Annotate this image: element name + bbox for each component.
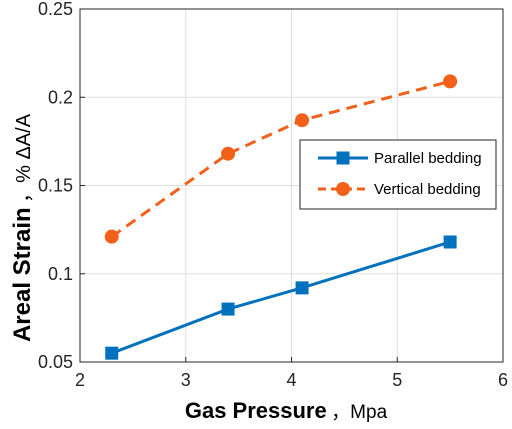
data-point-vertical-bedding — [443, 74, 458, 89]
x-tick-label: 5 — [392, 370, 402, 390]
y-axis-label: Areal Strain ，% ΔA/A — [9, 113, 36, 342]
x-axis-ticks: 2 3 4 5 6 — [75, 357, 508, 390]
data-point-parallel-bedding — [105, 346, 119, 360]
y-tick-label: 0.2 — [48, 87, 73, 107]
series-line-parallel-bedding — [111, 240, 451, 355]
x-tick-label: 3 — [181, 370, 191, 390]
legend: Parallel bedding Vertical bedding — [299, 139, 497, 210]
series-layer — [104, 74, 458, 360]
x-axis-label: Gas Pressure ，Mpa — [185, 398, 388, 423]
legend-marker-vertical-bedding — [336, 182, 350, 196]
data-point-vertical-bedding — [295, 113, 310, 128]
x-tick-label: 6 — [498, 370, 508, 390]
legend-box — [299, 139, 497, 210]
data-point-vertical-bedding — [221, 146, 236, 161]
data-point-parallel-bedding — [443, 235, 457, 249]
y-tick-label: 0.15 — [38, 176, 73, 196]
data-point-parallel-bedding — [221, 302, 235, 316]
legend-label-parallel-bedding: Parallel bedding — [374, 150, 482, 167]
x-axis-label-main: Gas Pressure — [185, 398, 327, 423]
x-axis-label-unit: ，Mpa — [331, 402, 387, 423]
data-point-parallel-bedding — [295, 281, 309, 295]
y-tick-label: 0.1 — [48, 264, 73, 284]
x-tick-label: 4 — [286, 370, 296, 390]
y-axis-label-unit: ，% ΔA/A — [13, 113, 35, 203]
legend-label-vertical-bedding: Vertical bedding — [374, 181, 481, 198]
data-point-vertical-bedding — [104, 229, 119, 244]
series-line-vertical-bedding — [110, 79, 451, 238]
legend-marker-parallel-bedding — [336, 151, 350, 165]
y-tick-label: 0.05 — [38, 352, 73, 372]
y-axis-ticks: 0.05 0.1 0.15 0.2 0.25 — [38, 0, 85, 372]
y-tick-label: 0.25 — [38, 0, 73, 19]
y-axis-label-main: Areal Strain — [9, 207, 36, 342]
x-tick-label: 2 — [75, 370, 85, 390]
